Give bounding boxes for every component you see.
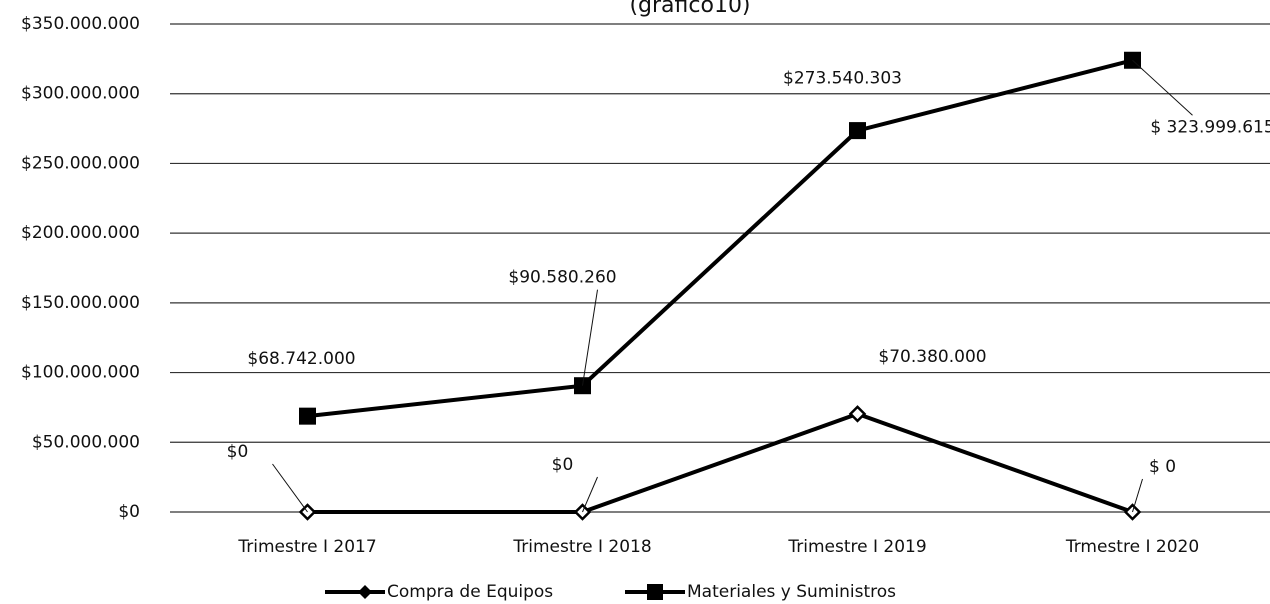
data-label: $ 323.999.615 [1150, 117, 1270, 137]
legend-label: Materiales y Suministros [687, 582, 896, 602]
chart-title: (grafico10) [629, 0, 750, 18]
data-label: $70.380.000 [878, 347, 986, 367]
data-label: $0 [227, 442, 249, 462]
point-marker [298, 503, 317, 521]
legend-marker [647, 584, 663, 600]
data-label: $68.742.000 [247, 349, 355, 369]
leader-line [1132, 59, 1193, 116]
y-tick-label: $50.000.000 [32, 432, 140, 452]
point-marker [848, 405, 867, 423]
y-tick-label: $200.000.000 [21, 223, 140, 243]
y-tick-label: $150.000.000 [21, 293, 140, 313]
x-tick-label: Trimestre I 2018 [512, 537, 651, 557]
legend-label: Compra de Equipos [387, 582, 553, 602]
y-tick-label: $0 [118, 502, 140, 522]
point-marker [849, 122, 866, 140]
leader-line [582, 289, 598, 386]
legend-marker [358, 585, 372, 599]
leader-line [582, 476, 598, 513]
y-tick-label: $250.000.000 [21, 153, 140, 173]
leader-line [272, 463, 308, 513]
x-tick-label: Trimestre I 2019 [787, 537, 926, 557]
y-tick-label: $100.000.000 [21, 363, 140, 383]
x-tick-label: Trimestre I 2017 [237, 537, 376, 557]
data-label: $ 0 [1149, 457, 1176, 477]
series-line [307, 411, 1134, 514]
series-line [307, 58, 1133, 419]
y-tick-label: $300.000.000 [21, 84, 140, 104]
x-tick-label: Trmestre I 2020 [1065, 537, 1199, 557]
data-label: $0 [552, 455, 574, 475]
point-marker [299, 407, 316, 425]
leader-line [1132, 478, 1143, 513]
data-label: $273.540.303 [783, 69, 902, 89]
y-tick-label: $350.000.000 [21, 14, 140, 34]
data-label: $90.580.260 [508, 268, 616, 288]
